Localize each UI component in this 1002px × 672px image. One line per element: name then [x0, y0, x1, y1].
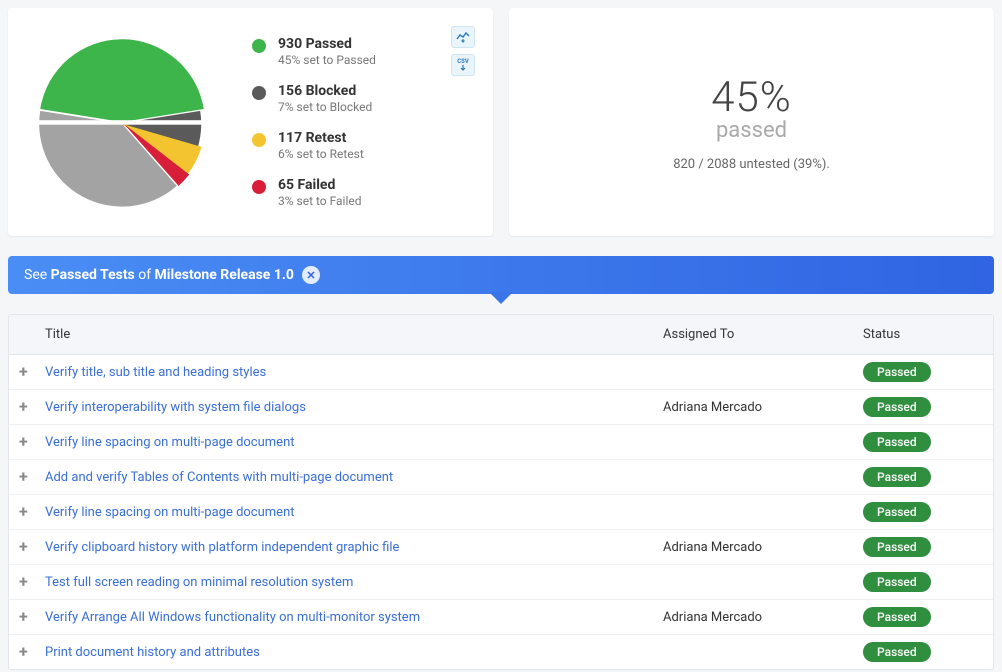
legend-sub: 7% set to Blocked	[278, 100, 372, 114]
banner-tests-label: Passed Tests	[51, 267, 135, 283]
test-title-link[interactable]: Verify clipboard history with platform i…	[45, 540, 399, 555]
table-row: + Print document history and attributes Pa…	[9, 635, 993, 669]
expand-button[interactable]: +	[9, 357, 35, 387]
expand-button[interactable]: +	[9, 392, 35, 422]
stats-percentage: 45%	[711, 73, 792, 122]
assigned-to	[653, 505, 853, 519]
export-icons: CSV	[451, 26, 475, 76]
legend-dot-blocked	[252, 86, 266, 100]
pie-chart	[32, 32, 212, 212]
pie-slice-passed	[40, 39, 204, 122]
table-row: + Test full screen reading on minimal res…	[9, 565, 993, 600]
legend-title: 930 Passed	[278, 36, 376, 52]
close-icon[interactable]: ✕	[302, 266, 320, 284]
expand-button[interactable]: +	[9, 637, 35, 667]
banner-milestone-label: Milestone Release 1.0	[155, 267, 294, 283]
banner-prefix: See	[24, 267, 51, 283]
chart-card: CSV 930 Passed 45% set to Passed 156 Blo…	[8, 8, 493, 236]
expand-button[interactable]: +	[9, 567, 35, 597]
test-title-link[interactable]: Add and verify Tables of Contents with m…	[45, 470, 393, 485]
table-row: + Add and verify Tables of Contents with …	[9, 460, 993, 495]
legend-dot-failed	[252, 180, 266, 194]
stats-label: passed	[716, 118, 787, 143]
status-badge: Passed	[863, 537, 931, 557]
expand-button[interactable]: +	[9, 497, 35, 527]
table-row: + Verify clipboard history with platform …	[9, 530, 993, 565]
legend-item-blocked: 156 Blocked 7% set to Blocked	[252, 83, 376, 114]
col-title-header: Title	[35, 315, 653, 354]
assigned-to: Adriana Mercado	[653, 393, 853, 422]
table-row: + Verify line spacing on multi-page docum…	[9, 495, 993, 530]
assigned-to	[653, 575, 853, 589]
legend-sub: 45% set to Passed	[278, 53, 376, 67]
legend-title: 156 Blocked	[278, 83, 372, 99]
stats-card: 45% passed 820 / 2088 untested (39%).	[509, 8, 994, 236]
test-title-link[interactable]: Verify line spacing on multi-page docume…	[45, 505, 295, 520]
table-header: Title Assigned To Status	[9, 315, 993, 355]
table-row: + Verify title, sub title and heading sty…	[9, 355, 993, 390]
banner-middle: of	[135, 267, 155, 283]
status-badge: Passed	[863, 572, 931, 592]
col-expand-header	[9, 315, 35, 354]
col-status-header: Status	[853, 315, 993, 354]
test-title-link[interactable]: Print document history and attributes	[45, 645, 260, 660]
test-title-link[interactable]: Verify title, sub title and heading styl…	[45, 365, 266, 380]
assigned-to	[653, 470, 853, 484]
legend-item-passed: 930 Passed 45% set to Passed	[252, 36, 376, 67]
banner-arrow-icon	[489, 292, 513, 304]
assigned-to	[653, 365, 853, 379]
col-assigned-header: Assigned To	[653, 315, 853, 354]
legend-item-failed: 65 Failed 3% set to Failed	[252, 177, 376, 208]
test-title-link[interactable]: Verify line spacing on multi-page docume…	[45, 435, 295, 450]
expand-button[interactable]: +	[9, 462, 35, 492]
export-chart-button[interactable]	[451, 26, 475, 48]
status-badge: Passed	[863, 642, 931, 662]
assigned-to	[653, 435, 853, 449]
legend-dot-retest	[252, 133, 266, 147]
legend-sub: 3% set to Failed	[278, 194, 362, 208]
expand-button[interactable]: +	[9, 427, 35, 457]
legend-title: 117 Retest	[278, 130, 364, 146]
legend-item-retest: 117 Retest 6% set to Retest	[252, 130, 376, 161]
filter-banner: See Passed Tests of Milestone Release 1.…	[8, 256, 994, 294]
tests-table: Title Assigned To Status + Verify title, …	[8, 314, 994, 670]
test-title-link[interactable]: Test full screen reading on minimal reso…	[45, 575, 353, 590]
legend-sub: 6% set to Retest	[278, 147, 364, 161]
status-badge: Passed	[863, 432, 931, 452]
assigned-to: Adriana Mercado	[653, 603, 853, 632]
test-title-link[interactable]: Verify Arrange All Windows functionality…	[45, 610, 420, 625]
expand-button[interactable]: +	[9, 532, 35, 562]
legend-dot-passed	[252, 39, 266, 53]
stats-subtext: 820 / 2088 untested (39%).	[673, 157, 830, 172]
status-badge: Passed	[863, 467, 931, 487]
status-badge: Passed	[863, 362, 931, 382]
test-title-link[interactable]: Verify interoperability with system file…	[45, 400, 306, 415]
table-row: + Verify line spacing on multi-page docum…	[9, 425, 993, 460]
assigned-to	[653, 645, 853, 659]
legend-title: 65 Failed	[278, 177, 362, 193]
table-row: + Verify interoperability with system fil…	[9, 390, 993, 425]
pie-gap	[34, 120, 210, 125]
status-badge: Passed	[863, 502, 931, 522]
status-badge: Passed	[863, 397, 931, 417]
table-row: + Verify Arrange All Windows functionalit…	[9, 600, 993, 635]
filter-banner-wrap: See Passed Tests of Milestone Release 1.…	[0, 236, 1002, 294]
export-csv-button[interactable]: CSV	[451, 54, 475, 76]
summary-row: CSV 930 Passed 45% set to Passed 156 Blo…	[0, 0, 1002, 236]
status-badge: Passed	[863, 607, 931, 627]
chart-legend: 930 Passed 45% set to Passed 156 Blocked…	[252, 36, 376, 208]
expand-button[interactable]: +	[9, 602, 35, 632]
assigned-to: Adriana Mercado	[653, 533, 853, 562]
